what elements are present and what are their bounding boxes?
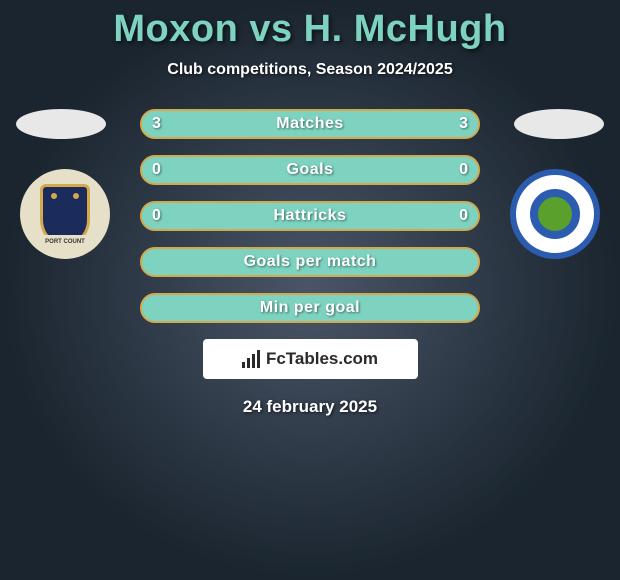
stats-area: PORT COUNT 3 Matches 3 0 Goals 0 0 Hattr… [0, 109, 620, 323]
stat-right-value: 0 [459, 207, 468, 225]
logo-text: FcTables.com [266, 349, 378, 369]
stat-right-value: 0 [459, 161, 468, 179]
stat-left-value: 0 [152, 161, 161, 179]
shield-icon: PORT COUNT [40, 184, 90, 244]
stat-label: Matches [276, 115, 344, 133]
date-label: 24 february 2025 [0, 397, 620, 417]
stat-bars: 3 Matches 3 0 Goals 0 0 Hattricks 0 Goal… [140, 109, 480, 323]
stat-row-matches: 3 Matches 3 [140, 109, 480, 139]
stat-label: Goals per match [244, 253, 377, 271]
stat-left-value: 3 [152, 115, 161, 133]
stat-label: Min per goal [260, 299, 360, 317]
stat-right-value: 3 [459, 115, 468, 133]
stat-row-goals: 0 Goals 0 [140, 155, 480, 185]
stat-left-value: 0 [152, 207, 161, 225]
infographic-container: Moxon vs H. McHugh Club competitions, Se… [0, 0, 620, 417]
page-title: Moxon vs H. McHugh [0, 8, 620, 51]
fctables-logo: FcTables.com [203, 339, 418, 379]
stat-row-min-per-goal: Min per goal [140, 293, 480, 323]
subtitle: Club competitions, Season 2024/2025 [0, 61, 620, 79]
tree-icon [530, 189, 580, 239]
stat-row-hattricks: 0 Hattricks 0 [140, 201, 480, 231]
club-crest-left: PORT COUNT [20, 169, 110, 259]
stat-label: Hattricks [274, 207, 347, 225]
crest-left-banner: PORT COUNT [35, 235, 95, 249]
bar-chart-icon [242, 350, 260, 368]
player-avatar-right [514, 109, 604, 139]
player-avatar-left [16, 109, 106, 139]
stat-row-goals-per-match: Goals per match [140, 247, 480, 277]
stat-label: Goals [287, 161, 334, 179]
club-crest-right [510, 169, 600, 259]
